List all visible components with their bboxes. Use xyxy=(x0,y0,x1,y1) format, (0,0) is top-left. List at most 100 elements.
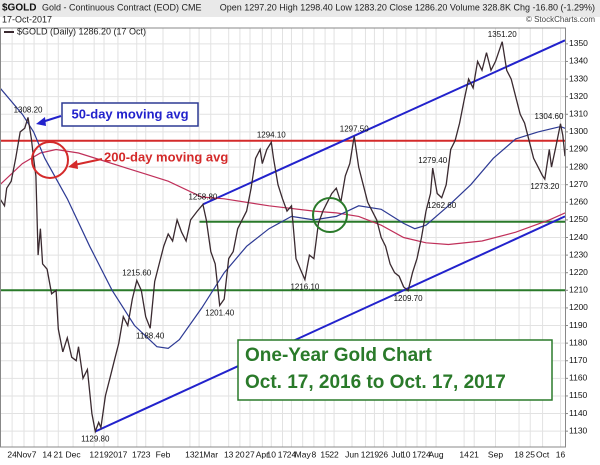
x-tick-label: Nov xyxy=(16,449,32,459)
y-tick-label: 1290 xyxy=(569,144,588,154)
y-tick-label: 1230 xyxy=(569,249,588,259)
point-label: 1294.10 xyxy=(257,130,286,139)
arrowhead xyxy=(36,117,46,126)
y-tick-label: 1190 xyxy=(569,320,588,330)
x-tick-label: Jul xyxy=(391,449,402,459)
x-tick-label: Jun xyxy=(345,449,359,459)
y-tick-label: 1180 xyxy=(569,337,588,347)
series-line xyxy=(0,148,566,246)
y-tick-label: 1210 xyxy=(569,285,588,295)
symbol: $GOLD xyxy=(2,3,36,14)
x-tick-label: Aug xyxy=(429,449,444,459)
y-tick-label: 1340 xyxy=(569,56,588,66)
x-tick-label: 21 xyxy=(194,449,204,459)
point-label: 1258.80 xyxy=(188,193,217,202)
x-tick-label: 13 xyxy=(224,449,234,459)
y-tick-label: 1310 xyxy=(569,109,588,119)
title-box xyxy=(237,339,553,401)
x-tick-label: Oct xyxy=(536,449,550,459)
series-line xyxy=(0,87,566,350)
y-tick-label: 1240 xyxy=(569,232,588,242)
annotation-box xyxy=(61,102,199,127)
y-tick-label: 1330 xyxy=(569,73,588,83)
x-tick-label: 17 xyxy=(278,449,288,459)
y-tick-label: 1260 xyxy=(569,197,588,207)
chart-title: One-Year Gold Chart xyxy=(245,345,433,366)
y-tick-label: 1220 xyxy=(569,267,588,277)
y-tick-label: 1150 xyxy=(569,390,588,400)
credit: © StockCharts.com xyxy=(526,15,595,24)
x-tick-label: 16 xyxy=(556,449,566,459)
drawn-lines xyxy=(0,39,566,433)
arrow xyxy=(73,158,103,166)
x-tick-label: 8 xyxy=(312,449,317,459)
x-tick-label: 24 xyxy=(7,449,17,459)
point-label: 1215.60 xyxy=(122,269,151,278)
chart-subtitle: Oct. 17, 2016 to Oct. 17, 2017 xyxy=(245,372,506,393)
y-tick-label: 1350 xyxy=(569,38,588,48)
x-tick-label: 17 xyxy=(132,449,142,459)
x-tick-label: 27 xyxy=(245,449,255,459)
x-tick-label: 14 xyxy=(42,449,52,459)
y-tick-label: 1170 xyxy=(569,355,588,365)
x-tick-label: Dec xyxy=(66,449,82,459)
y-tick-label: 1200 xyxy=(569,302,588,312)
date: 17-Oct-2017 xyxy=(2,14,52,24)
x-tick-label: 18 xyxy=(514,449,524,459)
x-tick-label: Mar xyxy=(203,449,218,459)
x-tick-label: 10 xyxy=(401,449,411,459)
point-label: 1216.10 xyxy=(290,283,319,292)
x-tick-label: 21 xyxy=(469,449,479,459)
point-label: 1279.40 xyxy=(418,156,447,165)
y-tick-label: 1130 xyxy=(569,425,588,435)
x-tick-label: 12 xyxy=(89,449,99,459)
x-tick-label: 25 xyxy=(526,449,536,459)
x-tick-label: 19 xyxy=(370,449,380,459)
x-tick-label: May xyxy=(295,449,312,459)
series-line xyxy=(0,41,566,434)
x-tick-label: Sep xyxy=(488,449,503,459)
x-tick-label: Feb xyxy=(156,449,171,459)
x-tick-label: 15 xyxy=(320,449,330,459)
x-tick-label: 14 xyxy=(459,449,469,459)
legend: $GOLD (Daily) 1286.20 (17 Oct) xyxy=(17,26,146,36)
point-label: 1262.60 xyxy=(427,201,456,210)
point-label: 1308.20 xyxy=(14,106,43,115)
point-label: 1209.70 xyxy=(394,294,423,303)
y-tick-label: 1250 xyxy=(569,214,588,224)
x-tick-label: Apr xyxy=(256,449,269,459)
annotation: 200-day moving avg xyxy=(104,149,228,164)
y-tick-label: 1280 xyxy=(569,161,588,171)
x-tick-label: 22 xyxy=(329,449,339,459)
y-tick-label: 1140 xyxy=(569,408,588,418)
plot: 1308.20 1129.80 1215.60 1188.40 1258.80 1201.… xyxy=(0,30,566,444)
x-tick-label: 21 xyxy=(54,449,64,459)
point-label: 1273.20 xyxy=(530,182,559,191)
x-tick-label: 24 xyxy=(287,449,297,459)
x-tick-label: 17 xyxy=(412,449,422,459)
y-tick-label: 1300 xyxy=(569,126,588,136)
point-label: 1297.50 xyxy=(340,124,369,133)
header-bar xyxy=(0,0,600,17)
x-tick-label: 24 xyxy=(421,449,431,459)
arrowhead xyxy=(68,160,78,169)
y-tick-label: 1320 xyxy=(569,91,588,101)
x-tick-label: 23 xyxy=(141,449,151,459)
point-label: 1188.40 xyxy=(136,331,165,340)
x-tick-label: 26 xyxy=(379,449,389,459)
x-tick-label: 2017 xyxy=(108,449,127,459)
point-label: 1304.60 xyxy=(535,112,564,121)
x-tick-label: 12 xyxy=(361,449,371,459)
annotation: 50-day moving avg xyxy=(71,106,188,121)
y-tick-label: 1160 xyxy=(569,373,588,383)
x-tick-label: 19 xyxy=(99,449,109,459)
x-tick-label: 10 xyxy=(267,449,277,459)
quote: Open 1297.20 High 1298.40 Low 1283.20 Cl… xyxy=(220,2,595,12)
instrument-name: Gold - Continuous Contract (EOD) CME xyxy=(42,2,202,12)
drawn-line xyxy=(94,215,566,433)
x-tick-label: 20 xyxy=(235,449,245,459)
highlight-circle xyxy=(312,197,348,233)
x-tick-label: 13 xyxy=(185,449,195,459)
drawn-line xyxy=(202,39,566,206)
